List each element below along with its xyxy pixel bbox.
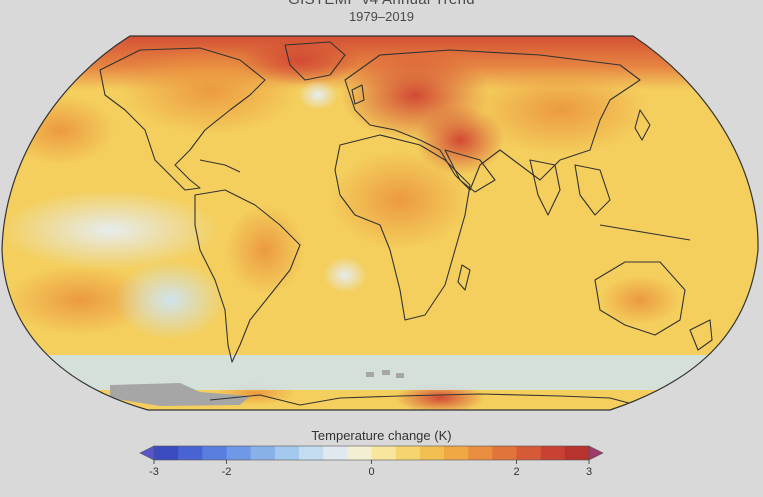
colorbar-tick-label: -2 (221, 466, 232, 478)
south-america-warm (225, 205, 305, 295)
north-america-outline (99, 47, 266, 191)
north-pacific-warm (5, 95, 115, 165)
map-title: GISTEMP v4 Annual Trend (0, 0, 763, 8)
australia-warm (600, 275, 680, 325)
missing-data-cell (396, 373, 404, 378)
missing-data-patch (110, 383, 250, 406)
africa-warm (330, 150, 470, 250)
greenland-warm (240, 36, 360, 85)
colorbar-tick-label: 0 (368, 466, 375, 478)
africa-outline (334, 134, 471, 321)
south-atlantic-neutral (323, 257, 367, 293)
east-pacific-cool (2, 190, 220, 270)
map-subtitle: 1979–2019 (348, 9, 415, 24)
southeast-asia-outline (574, 164, 611, 216)
north-atlantic-neutral (298, 80, 338, 110)
colorbar-tick-label: 3 (585, 466, 593, 478)
asia-warm-region (470, 65, 650, 155)
indonesia-outline (599, 224, 691, 241)
caribbean-outline (199, 159, 241, 173)
new-zealand-outline (689, 319, 713, 351)
south-pacific-warm (5, 265, 155, 335)
colorbar-tick-label: 2 (513, 466, 520, 478)
greenland-outline (284, 41, 346, 81)
southeast-pacific-cool (115, 260, 225, 340)
missing-data-cell (366, 372, 374, 377)
uk-outline (351, 84, 365, 105)
southern-ocean-cool (2, 355, 759, 390)
land-outlines (99, 41, 713, 407)
legend-title: Temperature change (K) (311, 428, 452, 443)
antarctica-outline (209, 393, 641, 407)
europe-asia-outline (344, 49, 641, 191)
arabia-outline (444, 149, 496, 193)
antarctic-peninsula-warm (395, 383, 485, 410)
australia-outline (594, 261, 686, 336)
south-america-outline (194, 189, 301, 363)
colorbar-tick-label: -3 (149, 466, 159, 478)
globe (2, 36, 759, 410)
globe-border (1, 35, 759, 411)
missing-data-cell (382, 370, 390, 375)
madagascar-outline (457, 264, 471, 291)
india-outline (529, 159, 561, 216)
japan-outline (634, 109, 651, 141)
